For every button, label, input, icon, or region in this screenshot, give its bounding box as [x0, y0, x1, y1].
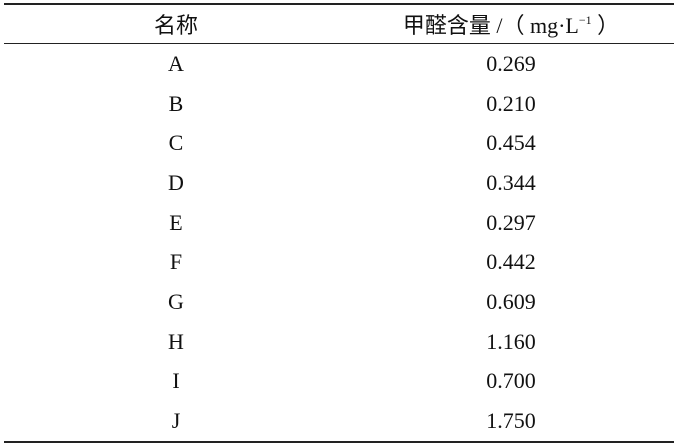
- name-cell: J: [171, 408, 181, 434]
- name-cell: E: [169, 209, 183, 235]
- table-row: E 0.297: [4, 203, 674, 243]
- value-cell: 0.609: [486, 288, 536, 314]
- table-row: I 0.700: [4, 362, 674, 402]
- table-row: F 0.442: [4, 242, 674, 282]
- name-cell: F: [169, 249, 183, 275]
- name-cell: I: [172, 368, 180, 394]
- value-cell: 0.269: [486, 50, 536, 76]
- header-superscript: −1: [578, 13, 592, 27]
- table-body: A 0.269 B 0.210 C 0.454 D 0.344 E 0.297 F 0.442 G 0.6…: [4, 44, 674, 442]
- table-row: A 0.269: [4, 44, 674, 84]
- header-text: 名称: [153, 13, 198, 38]
- header-text: 甲醛含量 /（ mg·L: [402, 13, 579, 38]
- value-cell: 1.160: [486, 328, 536, 354]
- name-cell: G: [168, 288, 184, 314]
- name-cell: H: [168, 328, 184, 354]
- header-cell: 甲醛含量 /（ mg·L−1 ）: [348, 4, 674, 44]
- name-cell: B: [168, 90, 184, 116]
- header-text: ）: [591, 13, 620, 38]
- value-cell: 0.454: [486, 130, 536, 156]
- value-cell: 0.297: [486, 209, 536, 235]
- name-cell: C: [168, 130, 184, 156]
- name-cell: A: [168, 50, 184, 76]
- table-header: 名称 甲醛含量 /（ mg·L−1 ）: [4, 4, 674, 44]
- header-cell: 名称: [4, 4, 348, 44]
- value-cell: 0.442: [486, 249, 536, 275]
- header-row: 名称 甲醛含量 /（ mg·L−1 ）: [4, 4, 674, 44]
- table-row: B 0.210: [4, 84, 674, 124]
- value-cell: 0.700: [486, 368, 536, 394]
- value-cell: 0.210: [486, 90, 536, 116]
- table-row: D 0.344: [4, 163, 674, 203]
- value-cell: 0.344: [486, 169, 536, 195]
- value-cell: 1.750: [486, 408, 536, 434]
- table-row: J 1.750: [4, 401, 674, 442]
- table-row: C 0.454: [4, 123, 674, 163]
- table-row: H 1.160: [4, 322, 674, 362]
- name-cell: D: [168, 169, 184, 195]
- table-row: G 0.609: [4, 282, 674, 322]
- data-table: 名称 甲醛含量 /（ mg·L−1 ） A 0.269 B 0.210 C 0.454 D 0…: [4, 3, 674, 443]
